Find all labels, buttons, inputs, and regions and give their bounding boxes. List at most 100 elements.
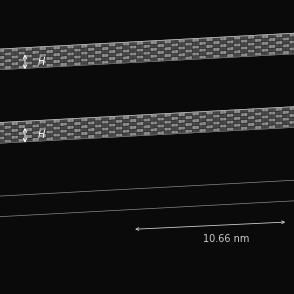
- Polygon shape: [234, 43, 241, 47]
- Polygon shape: [164, 124, 171, 127]
- Polygon shape: [53, 136, 60, 140]
- Polygon shape: [88, 131, 95, 135]
- Polygon shape: [178, 113, 185, 116]
- Polygon shape: [11, 62, 19, 66]
- Polygon shape: [67, 52, 74, 56]
- Polygon shape: [53, 63, 60, 67]
- Polygon shape: [88, 128, 95, 131]
- Polygon shape: [164, 43, 171, 47]
- Polygon shape: [19, 61, 25, 65]
- Polygon shape: [0, 52, 4, 56]
- Polygon shape: [19, 121, 25, 125]
- Polygon shape: [0, 59, 4, 63]
- Polygon shape: [275, 111, 283, 115]
- Polygon shape: [234, 116, 241, 120]
- Polygon shape: [25, 54, 32, 58]
- Polygon shape: [275, 114, 283, 118]
- Polygon shape: [109, 50, 116, 54]
- Polygon shape: [185, 46, 192, 49]
- Polygon shape: [25, 131, 32, 135]
- Polygon shape: [248, 46, 255, 49]
- Polygon shape: [157, 51, 164, 54]
- Polygon shape: [283, 111, 290, 114]
- Polygon shape: [4, 59, 11, 63]
- Polygon shape: [88, 47, 95, 51]
- Polygon shape: [25, 58, 32, 61]
- Polygon shape: [11, 65, 19, 69]
- Polygon shape: [213, 48, 220, 51]
- Polygon shape: [123, 42, 130, 46]
- Polygon shape: [157, 114, 164, 118]
- Polygon shape: [116, 119, 123, 123]
- Polygon shape: [234, 120, 241, 124]
- Polygon shape: [0, 126, 4, 130]
- Polygon shape: [116, 123, 123, 127]
- Polygon shape: [116, 56, 123, 60]
- Polygon shape: [290, 50, 294, 54]
- Polygon shape: [39, 127, 46, 131]
- Polygon shape: [143, 48, 151, 52]
- Polygon shape: [67, 55, 74, 59]
- Polygon shape: [248, 126, 255, 130]
- Polygon shape: [11, 132, 19, 136]
- Polygon shape: [67, 45, 74, 49]
- Polygon shape: [32, 127, 39, 131]
- Polygon shape: [290, 113, 294, 117]
- Polygon shape: [39, 130, 46, 134]
- Polygon shape: [88, 124, 95, 128]
- Polygon shape: [151, 131, 157, 135]
- Polygon shape: [4, 55, 11, 59]
- Polygon shape: [255, 126, 262, 129]
- Polygon shape: [143, 41, 151, 45]
- Polygon shape: [269, 48, 275, 52]
- Polygon shape: [192, 56, 199, 59]
- Polygon shape: [206, 38, 213, 41]
- Polygon shape: [25, 47, 32, 51]
- Polygon shape: [283, 34, 290, 37]
- Polygon shape: [290, 110, 294, 114]
- Polygon shape: [199, 48, 206, 52]
- Polygon shape: [53, 49, 60, 53]
- Polygon shape: [213, 51, 220, 55]
- Polygon shape: [213, 44, 220, 48]
- Polygon shape: [39, 123, 46, 127]
- Polygon shape: [19, 125, 25, 128]
- Polygon shape: [157, 121, 164, 124]
- Polygon shape: [283, 121, 290, 125]
- Polygon shape: [143, 51, 151, 55]
- Polygon shape: [74, 135, 81, 139]
- Polygon shape: [74, 59, 81, 62]
- Polygon shape: [248, 53, 255, 56]
- Polygon shape: [185, 42, 192, 46]
- Polygon shape: [269, 44, 275, 48]
- Polygon shape: [185, 123, 192, 126]
- Polygon shape: [206, 111, 213, 115]
- Polygon shape: [164, 120, 171, 124]
- Polygon shape: [0, 63, 4, 66]
- Polygon shape: [199, 118, 206, 122]
- Polygon shape: [102, 54, 109, 57]
- Polygon shape: [67, 136, 74, 140]
- Polygon shape: [143, 121, 151, 125]
- Polygon shape: [227, 110, 234, 114]
- Polygon shape: [241, 116, 248, 120]
- Polygon shape: [88, 58, 95, 61]
- Polygon shape: [151, 124, 157, 128]
- Polygon shape: [32, 50, 39, 54]
- Polygon shape: [74, 48, 81, 52]
- Polygon shape: [241, 53, 248, 57]
- Polygon shape: [143, 44, 151, 48]
- Polygon shape: [4, 62, 11, 66]
- Polygon shape: [283, 117, 290, 121]
- Polygon shape: [81, 58, 88, 62]
- Polygon shape: [213, 37, 220, 41]
- Polygon shape: [206, 128, 213, 132]
- Polygon shape: [213, 111, 220, 115]
- Polygon shape: [213, 114, 220, 118]
- Polygon shape: [130, 126, 137, 129]
- Polygon shape: [137, 45, 143, 49]
- Polygon shape: [178, 49, 185, 53]
- Polygon shape: [143, 55, 151, 59]
- Polygon shape: [199, 55, 206, 59]
- Polygon shape: [123, 119, 130, 123]
